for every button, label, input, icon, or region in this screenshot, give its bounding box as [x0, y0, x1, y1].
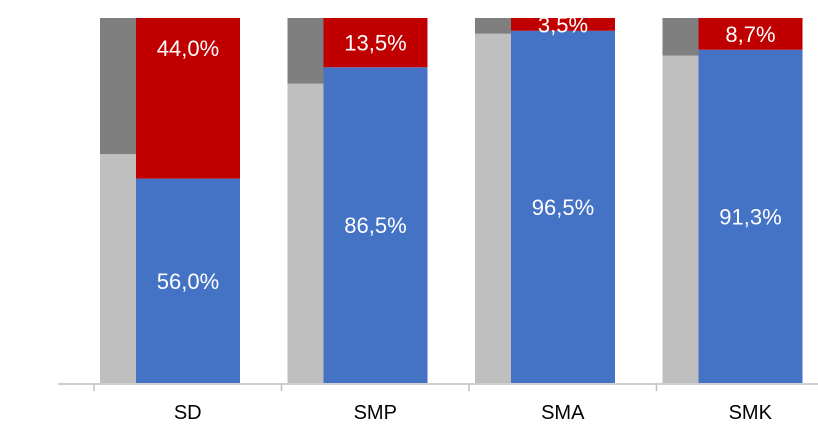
- bar-red-smk: [698, 18, 803, 50]
- data-labels-layer: 56,0% 44,0% 86,5% 13,5% 96,5% 3,5% 91,3% 8,7%: [157, 12, 782, 293]
- bar-blue-smk: [698, 49, 803, 383]
- bar-lightgrey-sma: [475, 33, 511, 383]
- data-label-red-sd: 44,0%: [157, 36, 219, 61]
- x-axis-ticks: [93, 384, 658, 391]
- bar-lightgrey-sd: [100, 154, 136, 383]
- bar-darkgrey-sma: [475, 18, 511, 34]
- category-label-sma: SMA: [541, 402, 585, 424]
- data-label-blue-smp: 86,5%: [344, 213, 406, 238]
- bar-red-sd: [136, 18, 240, 179]
- bar-blue-sd: [136, 178, 240, 383]
- data-label-blue-sma: 96,5%: [532, 195, 594, 220]
- data-label-red-smp: 13,5%: [344, 31, 406, 56]
- bar-darkgrey-smp: [287, 18, 324, 84]
- data-label-red-sma: 3,5%: [538, 12, 588, 37]
- bar-blue-sma: [511, 30, 615, 384]
- category-label-sd: SD: [174, 402, 202, 424]
- category-label-smp: SMP: [354, 402, 397, 424]
- data-label-blue-smk: 91,3%: [719, 204, 781, 229]
- category-label-smk: SMK: [729, 402, 773, 424]
- bar-red-smp: [323, 18, 428, 68]
- bar-blue-smp: [323, 67, 428, 384]
- x-axis-category-labels: SD SMP SMA SMK: [174, 402, 773, 424]
- bars-layer: [100, 18, 803, 384]
- bar-darkgrey-smk: [662, 18, 699, 56]
- data-label-red-smk: 8,7%: [725, 22, 775, 47]
- bar-red-sma: [511, 18, 615, 31]
- bar-lightgrey-smp: [287, 83, 324, 383]
- bar-darkgrey-sd: [100, 18, 136, 155]
- bar-lightgrey-smk: [662, 55, 699, 383]
- data-label-blue-sd: 56,0%: [157, 269, 219, 294]
